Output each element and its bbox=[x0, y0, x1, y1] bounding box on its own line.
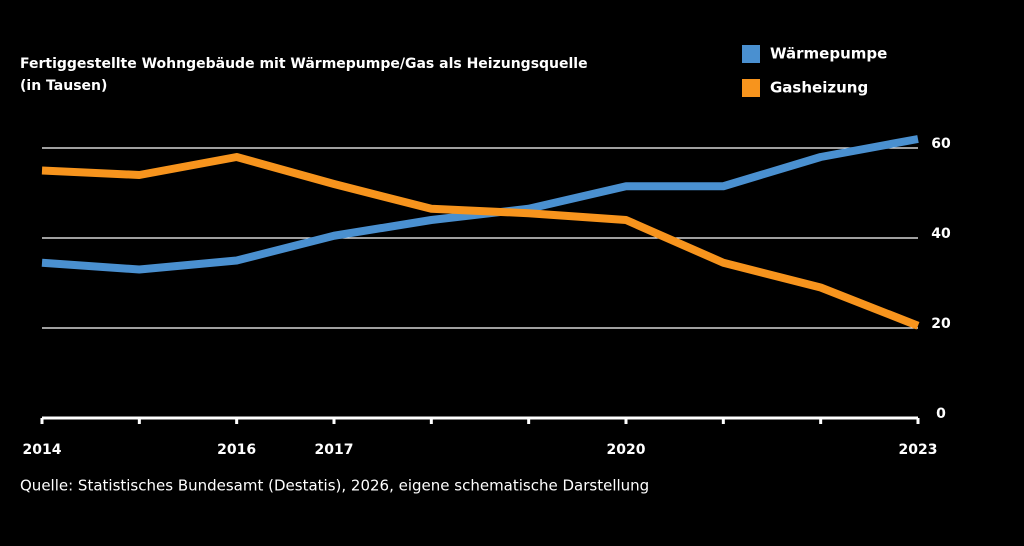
y-tick-label: 20 bbox=[931, 316, 951, 332]
x-tick-label: 2020 bbox=[607, 442, 646, 458]
x-tick-label: 2017 bbox=[315, 442, 354, 458]
source: Quelle: Statistisches Bundesamt (Destati… bbox=[20, 477, 649, 495]
y-tick-label: 60 bbox=[931, 136, 951, 152]
series-line bbox=[41, 153, 920, 330]
legend-label: Gasheizung bbox=[770, 79, 868, 97]
x-tick-label: 2014 bbox=[23, 442, 62, 458]
legend-label: Wärmepumpe bbox=[770, 45, 887, 63]
legend-swatch bbox=[742, 79, 760, 97]
x-tick-label: 2023 bbox=[899, 442, 938, 458]
chart-subtitle: (in Tausen) bbox=[20, 78, 107, 94]
legend-swatch bbox=[742, 45, 760, 63]
x-tick-label: 2016 bbox=[217, 442, 256, 458]
y-tick-label: 40 bbox=[931, 226, 951, 242]
chart-title: Fertiggestellte Wohngebäude mit Wärmepum… bbox=[20, 56, 588, 72]
y-tick-label: 0 bbox=[936, 406, 946, 422]
